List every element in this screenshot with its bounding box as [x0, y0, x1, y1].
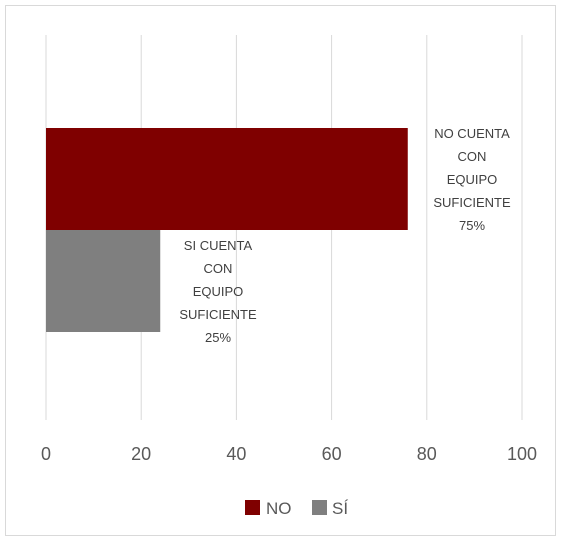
data-label-no-line-3: SUFICIENTE: [433, 195, 511, 210]
x-tick-label-60: 60: [322, 444, 342, 464]
data-label-no-line-1: CON: [458, 149, 487, 164]
data-label-si-line-2: EQUIPO: [193, 284, 244, 299]
x-tick-label-0: 0: [41, 444, 51, 464]
data-label-si-line-3: SUFICIENTE: [179, 307, 257, 322]
data-label-no-line-4: 75%: [459, 218, 485, 233]
data-label-si-line-0: SI CUENTA: [184, 238, 253, 253]
x-tick-label-80: 80: [417, 444, 437, 464]
data-label-no-line-0: NO CUENTA: [434, 126, 510, 141]
bar-no: [46, 128, 408, 230]
legend-swatch-si: [312, 500, 327, 515]
data-label-si-line-4: 25%: [205, 330, 231, 345]
data-label-si-line-1: CON: [204, 261, 233, 276]
x-tick-label-100: 100: [507, 444, 537, 464]
legend-label-no: NO: [266, 499, 292, 518]
bar-si: [46, 230, 161, 332]
legend-swatch-no: [245, 500, 260, 515]
data-label-no-line-2: EQUIPO: [447, 172, 498, 187]
legend-label-si: SÍ: [332, 499, 348, 518]
x-tick-label-20: 20: [131, 444, 151, 464]
x-tick-label-40: 40: [226, 444, 246, 464]
